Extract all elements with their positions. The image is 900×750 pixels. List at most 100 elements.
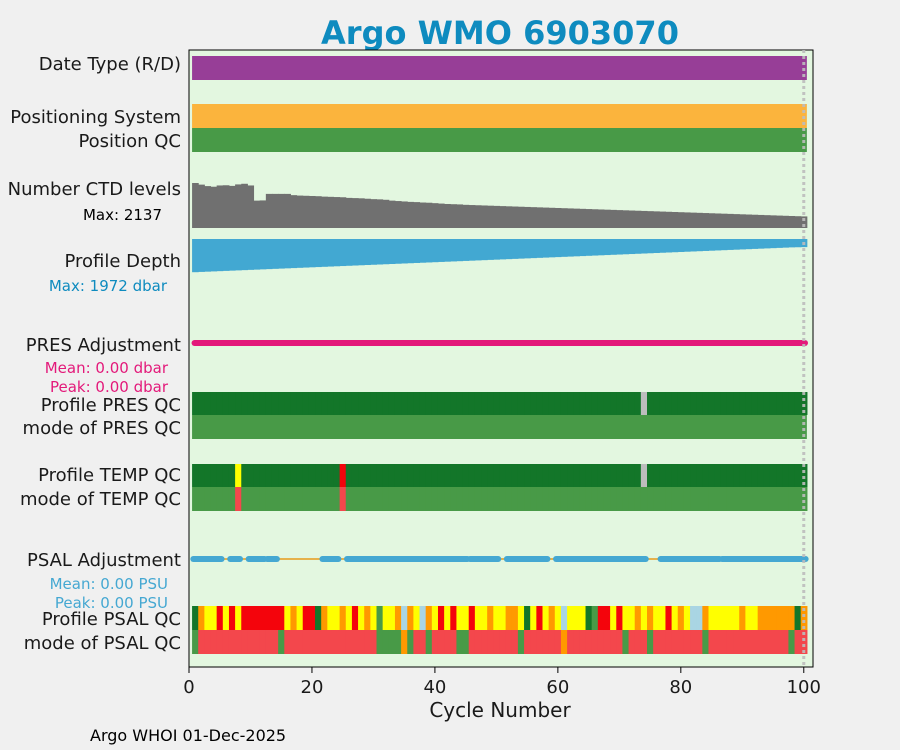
profile-psal-qc-cell	[382, 606, 390, 630]
ctd-level-bar	[708, 213, 716, 228]
profile-pres-qc-cell	[345, 392, 353, 415]
profile-temp-qc-cell	[370, 464, 378, 487]
profile-pres-qc-cell	[333, 392, 341, 415]
mode-temp-qc-cell	[622, 487, 630, 511]
profile-psal-qc-cell	[536, 606, 544, 630]
mode-psal-qc-cell	[702, 630, 710, 654]
ctd-level-bar	[659, 211, 666, 228]
mode-temp-qc-cell	[530, 487, 537, 511]
position-qc-bar	[192, 128, 807, 152]
mode-temp-qc-cell	[573, 487, 580, 511]
profile-psal-qc-cell	[278, 606, 285, 630]
mode-psal-qc-cell	[278, 630, 285, 654]
profile-pres-qc-cell	[536, 392, 544, 415]
profile-temp-qc-cell	[610, 464, 617, 487]
mode-psal-qc-cell	[763, 630, 771, 654]
ctd-level-bar	[413, 202, 421, 228]
profile-temp-qc-cell	[659, 464, 667, 487]
row-label-depth-max: Max: 1972 dbar	[49, 277, 168, 295]
profile-pres-qc-cell	[579, 392, 587, 415]
mode-psal-qc-cell	[622, 630, 630, 654]
row-label-profile-temp-qc: Profile TEMP QC	[38, 465, 181, 486]
profile-depth-bar	[677, 239, 685, 252]
mode-psal-qc-cell	[634, 630, 642, 654]
profile-temp-qc-row	[192, 464, 808, 487]
profile-pres-qc-cell	[419, 392, 427, 415]
profile-temp-qc-cell	[474, 464, 482, 487]
ctd-level-bar	[536, 207, 543, 228]
profile-temp-qc-cell	[739, 464, 746, 487]
profile-temp-qc-cell	[493, 464, 501, 487]
mode-psal-qc-cell	[431, 630, 439, 654]
profile-depth-bar	[554, 239, 562, 258]
profile-psal-qc-cell	[333, 606, 341, 630]
ctd-level-bar	[554, 207, 562, 228]
mode-temp-qc-cell	[665, 487, 673, 511]
profile-pres-qc-cell	[610, 392, 617, 415]
profile-depth-bar	[776, 239, 783, 248]
ctd-level-bar	[364, 198, 371, 228]
profile-depth-bar	[659, 239, 666, 253]
profile-temp-qc-cell	[290, 464, 298, 487]
profile-depth-bar	[271, 239, 279, 269]
mode-psal-qc-cell	[235, 630, 242, 654]
profile-psal-qc-cell	[204, 606, 212, 630]
profile-temp-qc-cell	[487, 464, 494, 487]
profile-psal-qc-cell	[671, 606, 679, 630]
profile-psal-qc-cell	[265, 606, 273, 630]
profile-psal-qc-cell	[376, 606, 384, 630]
profile-pres-qc-cell	[739, 392, 746, 415]
profile-psal-qc-cell	[302, 606, 310, 630]
ctd-level-bar	[450, 204, 457, 228]
ctd-level-bar	[794, 216, 802, 228]
profile-temp-qc-cell	[548, 464, 556, 487]
profile-temp-qc-cell	[401, 464, 408, 487]
mode-temp-qc-cell	[296, 487, 304, 511]
profile-depth-bar	[431, 239, 439, 263]
profile-temp-qc-cell	[579, 464, 587, 487]
profile-depth-bar	[241, 239, 248, 271]
mode-psal-qc-cell	[524, 630, 531, 654]
profile-temp-qc-cell	[702, 464, 710, 487]
profile-depth-bar	[690, 239, 697, 252]
ctd-level-bar	[253, 200, 261, 228]
ctd-level-bar	[419, 202, 427, 228]
profile-psal-qc-cell	[696, 606, 703, 630]
profile-temp-qc-cell	[358, 464, 365, 487]
profile-temp-qc-cell	[567, 464, 574, 487]
profile-psal-qc-cell	[315, 606, 322, 630]
profile-temp-qc-cell	[468, 464, 476, 487]
profile-temp-qc-cell	[253, 464, 261, 487]
ctd-level-bar	[683, 212, 691, 228]
mode-psal-qc-cell	[683, 630, 691, 654]
mode-psal-qc-cell	[216, 630, 224, 654]
mode-psal-qc-cell	[530, 630, 537, 654]
profile-temp-qc-cell	[302, 464, 310, 487]
mode-temp-qc-cell	[394, 487, 402, 511]
mode-psal-qc-cell	[351, 630, 359, 654]
ctd-level-bar	[782, 215, 789, 228]
profile-pres-qc-cell	[751, 392, 759, 415]
ctd-level-bar	[339, 197, 347, 228]
mode-temp-qc-cell	[382, 487, 390, 511]
mode-temp-qc-cell	[585, 487, 593, 511]
row-label-pres-peak: Peak: 0.00 dbar	[50, 378, 169, 396]
mode-temp-qc-cell	[327, 487, 335, 511]
profile-depth-bar	[413, 239, 421, 263]
profile-psal-qc-cell	[210, 606, 218, 630]
mode-temp-qc-cell	[345, 487, 353, 511]
profile-depth-bar	[696, 239, 703, 252]
profile-pres-qc-cell	[358, 392, 365, 415]
ctd-level-bar	[788, 215, 796, 228]
mode-temp-qc-cell	[690, 487, 697, 511]
mode-psal-qc-cell	[474, 630, 482, 654]
profile-temp-qc-cell	[228, 464, 236, 487]
mode-psal-qc-cell	[769, 630, 777, 654]
profile-pres-qc-cell	[388, 392, 396, 415]
mode-temp-qc-cell	[450, 487, 458, 511]
mode-temp-qc-cell	[696, 487, 703, 511]
mode-psal-qc-cell	[708, 630, 716, 654]
mode-temp-qc-cell	[560, 487, 568, 511]
footer-text: Argo WHOI 01-Dec-2025	[90, 726, 286, 745]
row-label-mode-temp-qc: mode of TEMP QC	[20, 489, 181, 510]
